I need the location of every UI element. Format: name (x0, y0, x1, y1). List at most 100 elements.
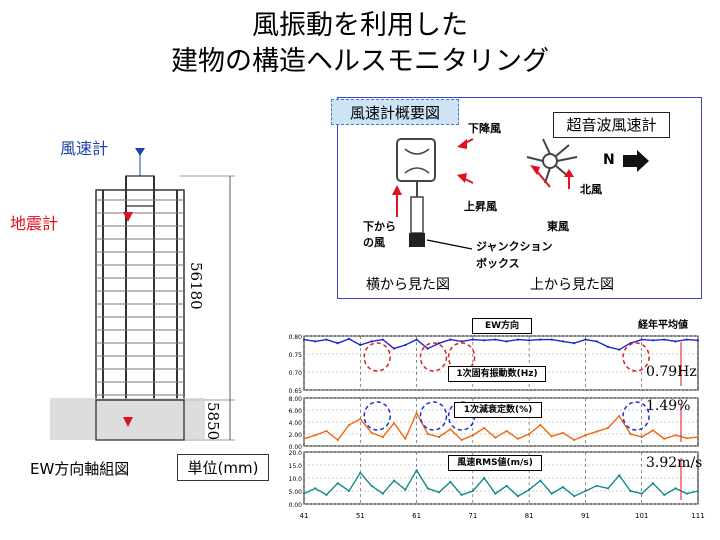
chart-1-data-point (640, 338, 643, 341)
unit-label: 単位(mm) (177, 454, 269, 481)
slide-title: 風振動を利用した 建物の構造ヘルスモニタリング (0, 8, 720, 80)
chart-3-data-point (606, 487, 610, 490)
chart-2-ytick: 6.00 (289, 408, 303, 415)
chart-2-title: 1次減衰定数(%) (454, 402, 542, 418)
chart-3-data-point (381, 492, 384, 495)
anemometer-overview-title: 風速計概要図 (331, 99, 459, 125)
monitoring-time-series-charts: 0.800.750.700.658.006.004.002.000.0020.0… (289, 334, 705, 520)
chart-2-data-point (584, 434, 587, 437)
chart-3-data-point (426, 487, 429, 490)
chart-3-data-point (437, 491, 441, 494)
chart-2-data-point (370, 431, 373, 434)
chart-2-data-point (347, 423, 351, 427)
chart-3-data-point (460, 493, 463, 496)
chart-1-data-point (370, 340, 373, 343)
chart-1-title: EW方向 (472, 318, 532, 334)
title-line-1: 風振動を利用した (252, 10, 468, 41)
chart-2-ytick: 8.00 (289, 396, 303, 403)
long-term-mean-annotation: 経年平均値 (638, 320, 688, 331)
chart-3-data-point (595, 484, 598, 487)
chart-1-data-point (696, 339, 700, 342)
east-wind-label: 東風 (547, 220, 569, 233)
from-below-wind-label-line2: の風 (363, 236, 385, 249)
chart-2-data-point (392, 422, 396, 425)
north-marker: N (603, 152, 615, 168)
chart-3-data-point (325, 493, 328, 496)
chart-1-data-point (674, 340, 677, 343)
frame-caption: EW方向軸組図 (30, 460, 130, 478)
x-axis-tick-label: 71 (468, 512, 477, 520)
chart-2-data-point (505, 429, 508, 433)
chart-2-data-point (651, 429, 655, 432)
chart-3-data-point (618, 474, 621, 477)
x-axis-tick-label: 61 (412, 512, 421, 520)
chart-1-data-point (392, 347, 396, 350)
chart-1-data-point (606, 345, 610, 348)
chart-1-data-point (618, 348, 621, 351)
x-axis-tick-label: 91 (581, 512, 590, 520)
chart-2-data-point (336, 438, 339, 442)
chart-3-data-point (516, 495, 519, 498)
junction-box-label-line1: ジャンクション (476, 240, 553, 253)
chart-2-data-point (618, 414, 621, 418)
chart-2-data-point (381, 435, 384, 439)
up-wind-label: 上昇風 (464, 200, 497, 213)
down-wind-label: 下降風 (468, 122, 501, 135)
chart-3-data-point (663, 493, 666, 496)
chart-3-data-point (674, 487, 677, 490)
chart-1-data-point (584, 338, 587, 341)
chart-3-data-point (685, 492, 688, 495)
chart-3-ytick: 0.00 (289, 502, 303, 509)
chart-1-ytick: 0.80 (289, 334, 303, 341)
chart-3-data-point (302, 492, 306, 495)
chart-3-data-point (696, 489, 700, 493)
chart-1-series-label: 1次固有振動数(Hz) (448, 366, 546, 382)
chart-3-ytick: 10.0 (289, 476, 303, 483)
chart-3-data-point (505, 484, 508, 487)
ultrasonic-anemometer-title: 超音波風速計 (553, 112, 670, 138)
chart-1-mean-value: 0.79Hz (646, 364, 697, 380)
chart-1-data-point (550, 338, 553, 341)
chart-1-data-point (528, 339, 531, 342)
chart-1-data-point (325, 338, 328, 341)
chart-2-data-point (483, 426, 486, 430)
chart-1-data-point (359, 343, 362, 347)
seismometer-label: 地震計 (10, 214, 59, 233)
chart-2-mean-value: 1.49% (646, 398, 691, 414)
chart-3-ytick: 15.0 (289, 463, 303, 470)
chart-1-ytick: 0.75 (289, 352, 303, 359)
chart-2-data-point (674, 434, 677, 437)
chart-2-data-point (696, 435, 700, 439)
chart-2-ytick: 2.00 (289, 432, 303, 439)
chart-3-data-point (539, 479, 542, 482)
chart-1-data-point (471, 338, 474, 341)
chart-1-data-point (415, 338, 418, 341)
chart-3-mean-value: 3.92m/s (646, 455, 703, 471)
anemometer-diagram-drawing (392, 138, 649, 250)
x-axis-tick-label: 51 (356, 512, 365, 520)
chart-2-data-point (449, 428, 452, 431)
chart-3-data-point (573, 495, 576, 498)
chart-1-data-point (404, 343, 407, 347)
chart-1-ytick: 0.65 (289, 388, 303, 395)
chart-3-data-point (494, 492, 497, 495)
chart-2-data-point (494, 436, 497, 439)
height-below-dimension: 5850 (204, 402, 222, 441)
chart-3-data-point (471, 489, 474, 493)
chart-2-data-point (426, 432, 429, 436)
chart-3-data-point (347, 489, 351, 493)
chart-3-data-point (370, 484, 373, 487)
chart-1-highlight-circle (363, 342, 391, 372)
chart-3-series-line (303, 468, 699, 498)
chart-2-data-point (415, 411, 418, 415)
chart-1-ytick: 0.70 (289, 370, 303, 377)
chart-1-data-point (483, 339, 486, 342)
chart-3-title: 風速RMS値(m/s) (448, 455, 542, 471)
chart-2-highlight-circle (419, 401, 448, 431)
chart-1-data-point (663, 338, 666, 341)
chart-2-data-point (629, 432, 632, 436)
chart-2-data-point (359, 417, 362, 421)
chart-3-data-point (483, 476, 486, 480)
chart-1-data-point (381, 338, 384, 341)
chart-1-data-point (302, 338, 306, 341)
